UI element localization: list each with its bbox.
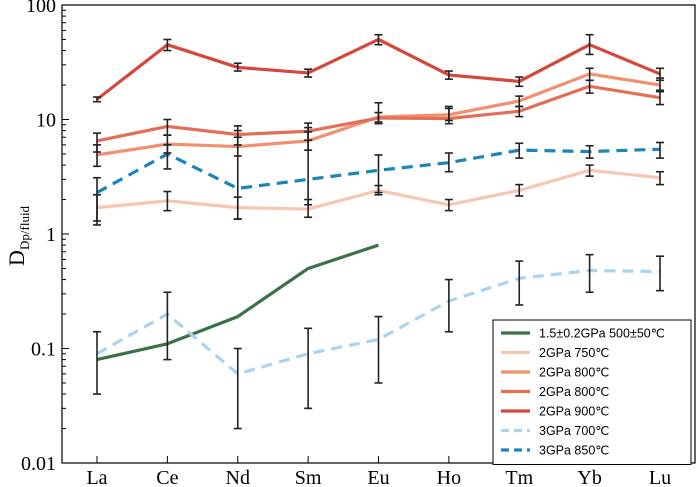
x-tick-label: Lu	[649, 467, 671, 487]
x-tick-label: Tm	[505, 467, 533, 487]
series-line-0	[96, 243, 380, 362]
legend-label-5: 3GPa 700℃	[539, 424, 609, 438]
x-tick-label: La	[86, 467, 107, 487]
y-tick-label: 0.1	[31, 339, 56, 361]
series-line-6	[96, 147, 661, 194]
y-axis-label: D Dp/fluid	[4, 205, 32, 266]
y-axis-label-subscript: Dp/fluid	[17, 205, 32, 250]
legend-label-4: 2GPa 900℃	[539, 405, 609, 419]
y-tick-label: 10	[36, 110, 56, 132]
x-tick-label: Nd	[226, 467, 250, 487]
y-axis-label-main: D	[4, 250, 29, 266]
y-tick-label: 100	[26, 0, 56, 17]
legend: 1.5±0.2GPa 500±50℃ 2GPa 750℃ 2GPa 800℃ 2GPa…	[492, 319, 692, 465]
x-tick-label: Sm	[295, 467, 322, 487]
legend-label-1: 2GPa 750℃	[539, 346, 609, 360]
axis-layer: 0.01 0.1 1 10 100 La Ce Nd Sm Eu Ho Tm Yb Lu	[21, 0, 696, 487]
series-line-5	[96, 268, 661, 376]
legend-label-2: 2GPa 800℃	[539, 366, 609, 380]
legend-label-3: 2GPa 800℃	[539, 385, 609, 399]
x-tick-label: Ho	[437, 467, 461, 487]
legend-label-6: 3GPa 850℃	[539, 444, 609, 458]
x-tick-label: Yb	[577, 467, 601, 487]
error-bar-layer	[93, 33, 664, 430]
x-tick-label: Eu	[367, 467, 389, 487]
x-tick-label: Ce	[156, 467, 178, 487]
y-tick-label: 0.01	[21, 453, 56, 475]
legend-label-0: 1.5±0.2GPa 500±50℃	[539, 327, 665, 341]
y-tick-label: 1	[46, 224, 56, 246]
